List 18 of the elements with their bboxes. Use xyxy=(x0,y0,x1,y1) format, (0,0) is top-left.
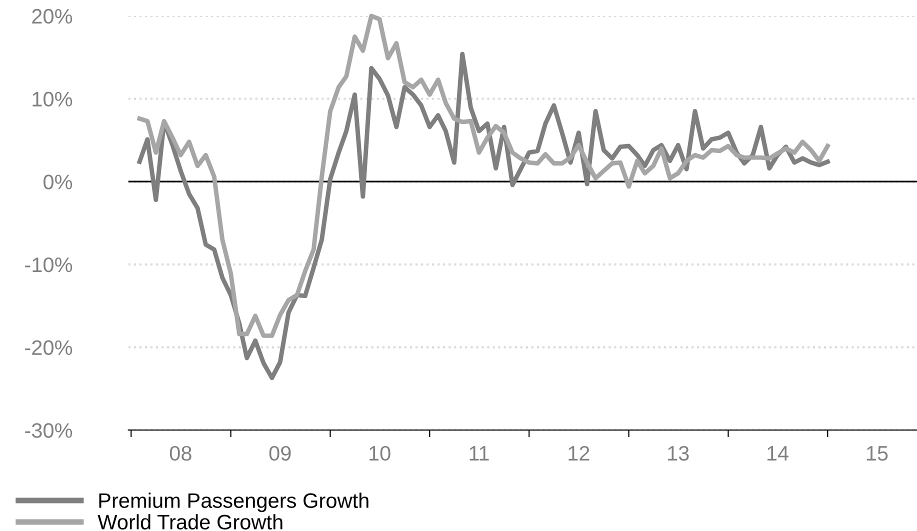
line-series xyxy=(137,52,830,380)
y-tick-label: -10% xyxy=(25,257,72,272)
x-tick-label: 08 xyxy=(170,446,192,461)
x-tick-label: 13 xyxy=(668,446,689,461)
x-tick-label: 10 xyxy=(370,446,390,461)
y-tick-label: 0% xyxy=(44,174,72,190)
x-tick-label: 15 xyxy=(866,446,888,461)
legend-label: Premium Passengers Growth xyxy=(99,492,368,512)
y-tick-label: -30% xyxy=(25,423,72,438)
y-tick-label: 20% xyxy=(32,8,72,24)
x-tick-label: 09 xyxy=(269,446,291,461)
x-tick-label: 14 xyxy=(768,446,789,460)
y-tick-label: -20% xyxy=(25,340,72,356)
line-series xyxy=(137,14,830,338)
x-tick-label: 12 xyxy=(568,446,590,460)
legend-label: World Trade Growth xyxy=(98,514,282,530)
x-tick-label: 11 xyxy=(470,446,489,460)
y-tick-label: 10% xyxy=(32,92,72,107)
